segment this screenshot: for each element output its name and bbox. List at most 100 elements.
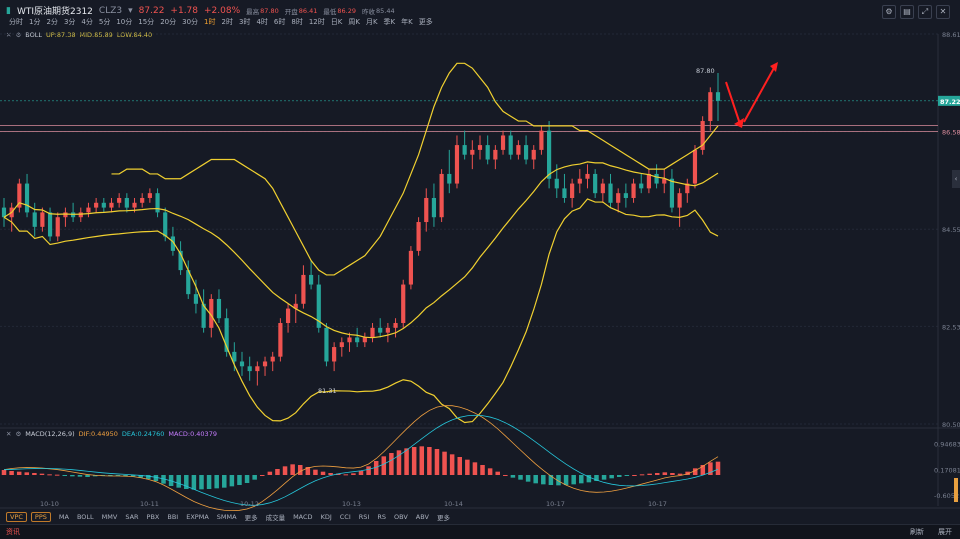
- macd-dea: DEA:0.24760: [121, 430, 165, 438]
- timeframe-0[interactable]: 分时: [9, 18, 23, 26]
- chart-header: ▮ WTI原油期货2312 CLZ3 ▾ 87.22 +1.78 +2.08% …: [0, 0, 960, 30]
- timeframe-21[interactable]: 年K: [401, 18, 413, 26]
- candle-body-53: [408, 250, 413, 285]
- timeframe-15[interactable]: 8时: [291, 18, 303, 26]
- timeframe-11[interactable]: 2时: [221, 18, 233, 26]
- macd-bar-40: [305, 467, 311, 475]
- indicator-14[interactable]: RS: [377, 512, 386, 521]
- indicator-1[interactable]: BOLL: [76, 512, 94, 521]
- maximize-icon[interactable]: ⤢: [918, 5, 932, 19]
- candle-body-5: [40, 212, 45, 227]
- news-tab[interactable]: 资讯: [6, 528, 20, 536]
- x-tick-label-1: 10-11: [140, 500, 159, 508]
- indicator-3[interactable]: SAR: [125, 512, 139, 521]
- macd-dif-line: [3, 405, 719, 512]
- timeframe-13[interactable]: 4时: [256, 18, 268, 26]
- side-collapse-tab[interactable]: ‹: [952, 170, 960, 188]
- close-icon[interactable]: ✕: [6, 31, 12, 39]
- macd-bar-90: [685, 471, 690, 475]
- indicator-2[interactable]: MMV: [101, 512, 118, 521]
- macd-bar-68: [518, 475, 523, 480]
- timeframe-19[interactable]: 月K: [365, 18, 378, 26]
- candle-body-87: [669, 178, 675, 208]
- macd-bar-82: [624, 475, 630, 476]
- chevron-down-icon[interactable]: ▾: [128, 5, 133, 16]
- indicator-17[interactable]: 更多: [436, 513, 450, 522]
- refresh-button[interactable]: 刷新: [910, 528, 924, 536]
- macd-bar-26: [199, 475, 204, 490]
- timeframe-10[interactable]: 1时: [204, 18, 216, 26]
- candle-body-10: [78, 212, 83, 218]
- candle-body-30: [232, 351, 237, 362]
- candle-body-0: [1, 207, 7, 218]
- indicator-button-1[interactable]: PPS: [30, 511, 51, 522]
- indicator-button-0[interactable]: VPC: [6, 511, 27, 522]
- timeframe-5[interactable]: 5分: [98, 18, 111, 26]
- boll-mid: MID:85.89: [79, 31, 113, 39]
- timeframe-4[interactable]: 4分: [81, 18, 93, 26]
- macd-bar-60: [457, 457, 462, 475]
- macd-bar-53: [404, 448, 409, 475]
- macd-bar-76: [579, 475, 584, 484]
- macd-bar-57: [434, 449, 440, 475]
- indicator-0[interactable]: MA: [58, 512, 69, 521]
- macd-bar-36: [275, 469, 280, 475]
- timeframe-2[interactable]: 2分: [46, 18, 58, 26]
- chart-type-icon[interactable]: ▮: [6, 5, 11, 16]
- gear-icon[interactable]: ⚙: [15, 31, 22, 39]
- indicator-8[interactable]: 更多: [244, 513, 258, 522]
- gear-icon[interactable]: ⚙: [15, 430, 22, 438]
- candle-body-39: [301, 274, 306, 304]
- expand-button[interactable]: 展开: [938, 528, 952, 536]
- indicator-16[interactable]: ABV: [415, 512, 429, 521]
- indicator-5[interactable]: BBI: [167, 512, 179, 521]
- indicator-9[interactable]: 成交量: [265, 513, 286, 522]
- macd-bar-25: [191, 475, 197, 490]
- timeframe-12[interactable]: 3时: [238, 18, 251, 26]
- indicator-15[interactable]: OBV: [393, 512, 408, 521]
- indicator-12[interactable]: CCI: [339, 512, 351, 521]
- timeframe-6[interactable]: 10分: [116, 18, 133, 26]
- macd-bar-48: [366, 466, 371, 475]
- timeframe-7[interactable]: 15分: [138, 18, 155, 26]
- close-icon[interactable]: ✕: [936, 5, 950, 19]
- timeframe-18[interactable]: 周K: [348, 18, 360, 26]
- indicator-11[interactable]: KDJ: [320, 512, 332, 521]
- candle-body-19: [147, 193, 152, 198]
- candle-body-76: [585, 173, 590, 179]
- high-label: 最高: [246, 7, 260, 16]
- timeframe-20[interactable]: 季K: [383, 18, 396, 26]
- timeframe-3[interactable]: 3分: [63, 18, 76, 26]
- candle-body-15: [117, 197, 122, 203]
- indicator-7[interactable]: SMMA: [216, 512, 237, 521]
- timeframe-14[interactable]: 6时: [273, 18, 286, 26]
- timeframe-9[interactable]: 30分: [182, 18, 199, 26]
- indicator-4[interactable]: PBX: [146, 512, 160, 521]
- timeframe-8[interactable]: 20分: [160, 18, 177, 26]
- instrument-name[interactable]: WTI原油期货2312: [16, 7, 93, 17]
- settings-icon[interactable]: ⚙: [882, 5, 896, 19]
- close-icon[interactable]: ✕: [6, 430, 12, 438]
- layout-icon[interactable]: ▤: [900, 5, 914, 19]
- indicator-13[interactable]: RSI: [358, 512, 370, 521]
- prev-close-value: 85.44: [375, 6, 395, 15]
- low-annotation: 81.31: [318, 387, 337, 395]
- x-tick-label-2: 10-12: [240, 500, 259, 508]
- indicator-6[interactable]: EXPMA: [186, 512, 209, 521]
- candle-body-38: [293, 303, 298, 309]
- candle-body-82: [631, 183, 636, 198]
- candle-body-43: [332, 347, 337, 362]
- candle-body-44: [339, 342, 344, 348]
- last-price: 87.22: [138, 5, 165, 16]
- timeframe-17[interactable]: 日K: [330, 18, 343, 26]
- timeframe-22[interactable]: 更多: [418, 18, 433, 26]
- timeframe-1[interactable]: 1分: [29, 18, 41, 26]
- macd-bar-73: [556, 475, 561, 486]
- timeframe-16[interactable]: 12时: [308, 18, 325, 26]
- candle-body-34: [262, 361, 268, 367]
- indicator-10[interactable]: MACD: [293, 512, 313, 521]
- candle-body-68: [523, 145, 529, 160]
- candle-body-14: [109, 202, 114, 208]
- candle-body-12: [94, 202, 99, 208]
